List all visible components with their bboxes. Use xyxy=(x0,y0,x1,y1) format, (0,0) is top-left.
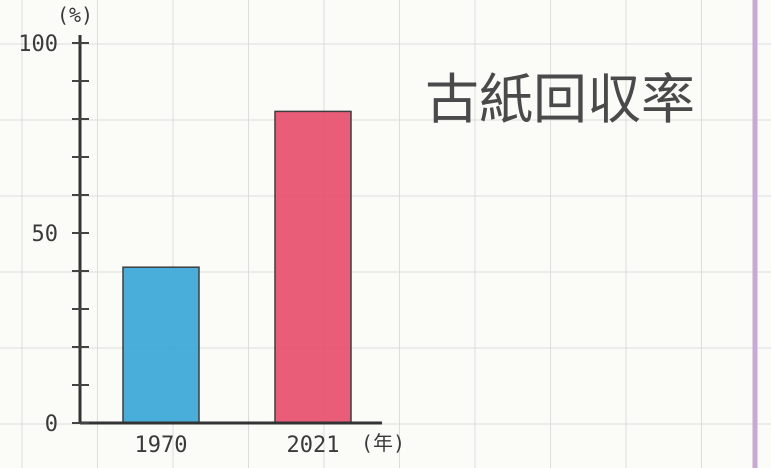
bar-1970 xyxy=(122,266,200,424)
bar-2021 xyxy=(274,110,352,424)
x-axis-unit-label: (年) xyxy=(361,431,405,455)
axes xyxy=(72,35,382,425)
y-tick-label: 100 xyxy=(18,32,58,57)
labels: 1970 2021 0 50 100 xyxy=(18,32,339,458)
y-tick-label: 0 xyxy=(45,412,58,437)
y-tick-label: 50 xyxy=(32,222,59,247)
y-axis-unit-label: (%) xyxy=(57,3,93,27)
bars xyxy=(122,110,352,424)
chart-title: 古紙回収率 xyxy=(425,68,695,131)
x-tick-label: 2021 xyxy=(287,433,340,458)
x-tick-label: 1970 xyxy=(135,433,188,458)
